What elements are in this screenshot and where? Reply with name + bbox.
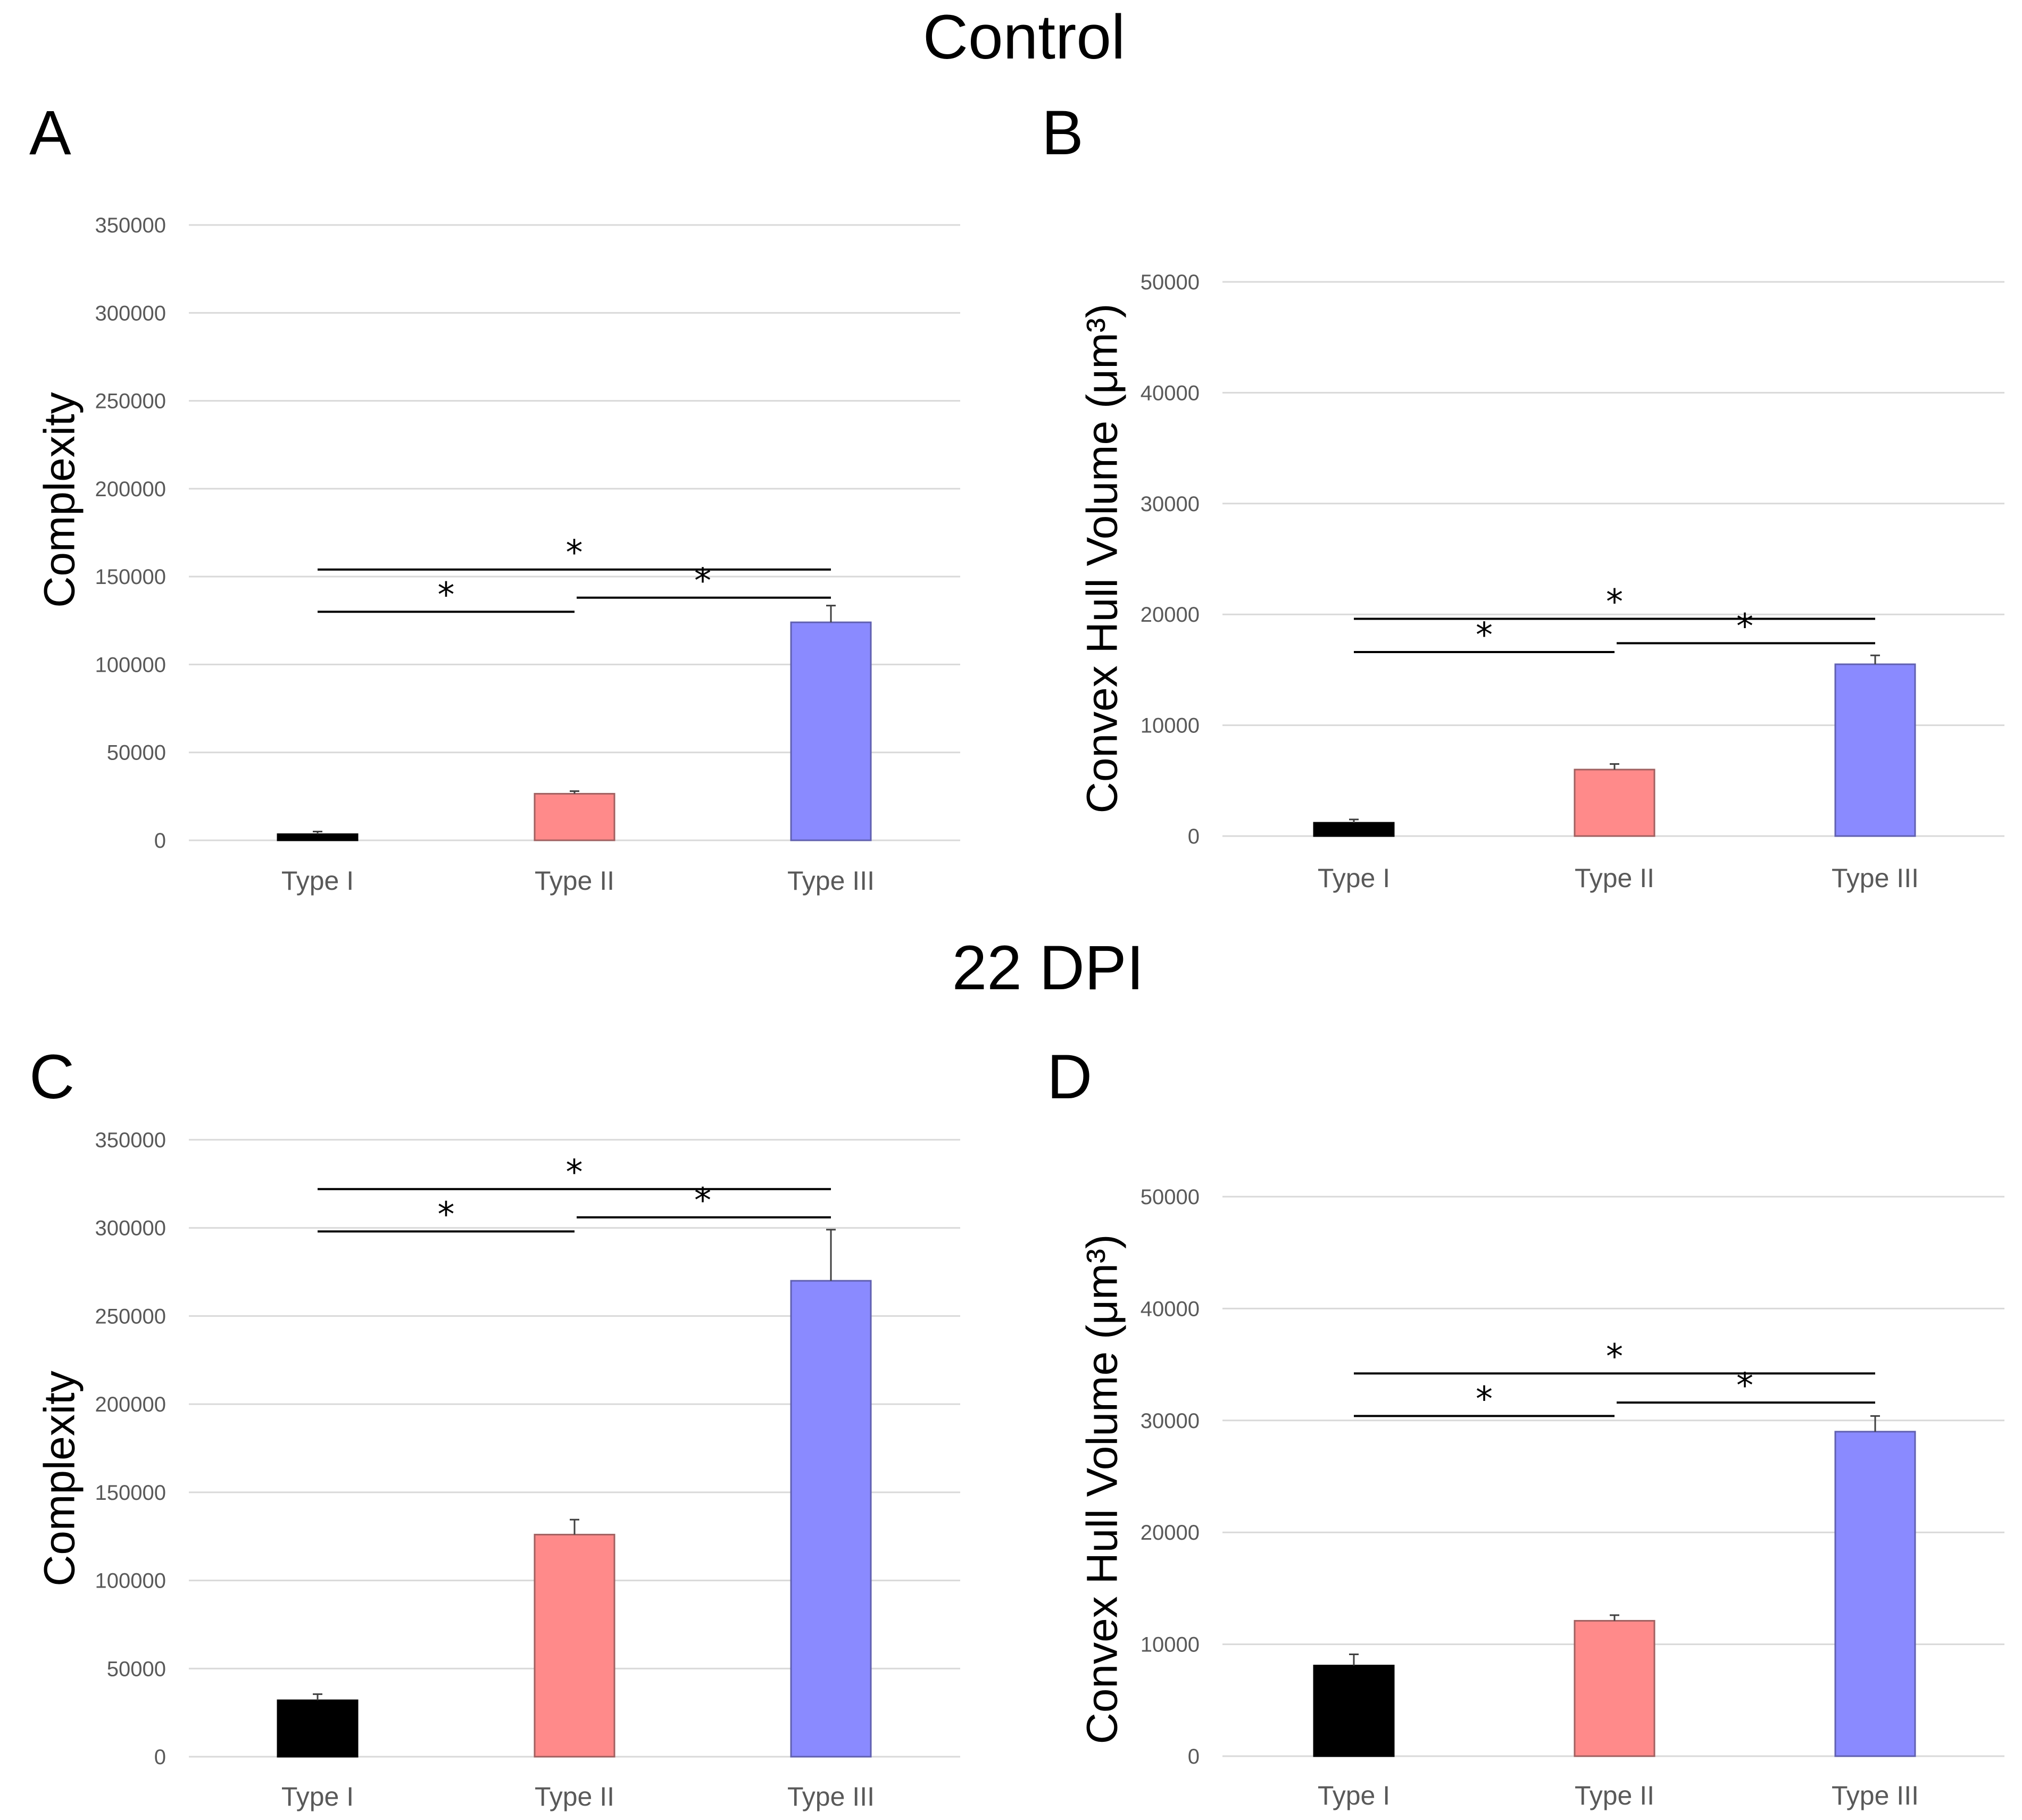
y-tick-label: 100000: [95, 1569, 166, 1593]
bar-type-ii: [1574, 1619, 1655, 1757]
bar-type-i: [1313, 1665, 1395, 1757]
bar-type-iii: [790, 1280, 872, 1758]
y-tick-label: 10000: [1141, 1633, 1200, 1657]
x-tick-label: Type I: [281, 866, 354, 896]
y-tick-label: 50000: [107, 1657, 166, 1681]
y-tick-label: 200000: [95, 478, 166, 501]
x-tick-label: Type III: [787, 866, 875, 896]
x-tick-label: Type II: [535, 1782, 614, 1811]
chart-panel-c: C 0 50000 100000 150000 200000 250000 300000 350…: [29, 1042, 960, 1811]
chart-panel-a: A 0 50000 100000 150000 200000 250000 300000 350…: [29, 98, 960, 896]
y-tick-label: 350000: [95, 214, 166, 237]
y-tick-label: 30000: [1141, 1409, 1200, 1433]
y-tick-label: 0: [1188, 1745, 1200, 1768]
heading-control: Control: [923, 2, 1125, 72]
x-tick-label: Type I: [1318, 863, 1390, 893]
y-tick-label: 40000: [1141, 1297, 1200, 1321]
x-tick-label: Type I: [281, 1782, 354, 1811]
significance-star: *: [1476, 1380, 1493, 1419]
y-tick-label: 20000: [1141, 1521, 1200, 1545]
significance-star: *: [1736, 1366, 1753, 1406]
chart-panel-d: D 0 10000 20000 30000 40000 50000 Convex Hull V…: [1047, 1042, 2004, 1810]
y-tick-label: 50000: [1141, 271, 1200, 294]
y-axis-label: Convex Hull Volume (μm³): [1078, 1234, 1127, 1744]
y-axis-label: Convex Hull Volume (μm³): [1078, 304, 1127, 814]
significance-star: *: [1476, 616, 1493, 655]
y-tick-label: 350000: [95, 1129, 166, 1152]
significance-star: *: [694, 1181, 711, 1221]
y-tick-label: 150000: [95, 565, 166, 589]
y-tick-label: 0: [1188, 825, 1200, 848]
y-tick-label: 50000: [107, 741, 166, 765]
x-tick-label: Type III: [1832, 863, 1919, 893]
panel-letter: A: [29, 98, 71, 168]
significance-star: *: [566, 1153, 583, 1192]
bar-type-ii: [1574, 769, 1655, 837]
y-tick-label: 50000: [1141, 1185, 1200, 1209]
y-axis-label: Complexity: [36, 392, 84, 608]
bar-type-i: [277, 833, 359, 841]
y-tick-label: 300000: [95, 302, 166, 325]
chart-panels: A050000100000150000200000250000300000350…: [29, 98, 2004, 1811]
x-tick-label: Type III: [1832, 1781, 1919, 1810]
y-tick-label: 30000: [1141, 492, 1200, 516]
panel-letter: B: [1042, 98, 1084, 168]
bar-type-i: [277, 1699, 359, 1758]
bar-type-ii: [534, 792, 615, 841]
bar-type-i: [1313, 822, 1395, 837]
y-tick-label: 250000: [95, 1305, 166, 1328]
significance-star: *: [1606, 1337, 1623, 1376]
bar-type-iii: [1834, 1431, 1916, 1757]
y-tick-label: 20000: [1141, 603, 1200, 627]
bar-type-ii: [534, 1533, 615, 1758]
y-tick-label: 0: [154, 1746, 166, 1769]
significance-star: *: [566, 533, 583, 573]
panel-letter: C: [29, 1042, 74, 1112]
y-tick-label: 40000: [1141, 381, 1200, 405]
x-tick-label: Type II: [1575, 863, 1654, 893]
x-tick-label: Type II: [535, 866, 614, 896]
y-tick-label: 100000: [95, 653, 166, 677]
y-tick-label: 200000: [95, 1393, 166, 1416]
panel-letter: D: [1047, 1042, 1092, 1112]
y-tick-label: 250000: [95, 390, 166, 413]
x-tick-label: Type III: [787, 1782, 875, 1811]
x-tick-label: Type I: [1318, 1781, 1390, 1810]
significance-star: *: [1736, 607, 1753, 646]
significance-star: *: [694, 562, 711, 601]
bar-type-iii: [790, 621, 872, 841]
y-tick-label: 0: [154, 829, 166, 853]
significance-star: *: [438, 575, 455, 615]
y-axis-label: Complexity: [36, 1371, 84, 1587]
y-tick-label: 300000: [95, 1217, 166, 1240]
chart-panel-b: B 0 10000 20000 30000 40000 50000 Convex Hull V…: [1042, 98, 2004, 893]
y-tick-label: 10000: [1141, 714, 1200, 738]
significance-star: *: [438, 1195, 455, 1234]
heading-22dpi: 22 DPI: [952, 933, 1144, 1003]
y-tick-label: 150000: [95, 1481, 166, 1505]
significance-star: *: [1606, 583, 1623, 622]
x-tick-label: Type II: [1575, 1781, 1654, 1810]
bar-type-iii: [1834, 663, 1916, 837]
